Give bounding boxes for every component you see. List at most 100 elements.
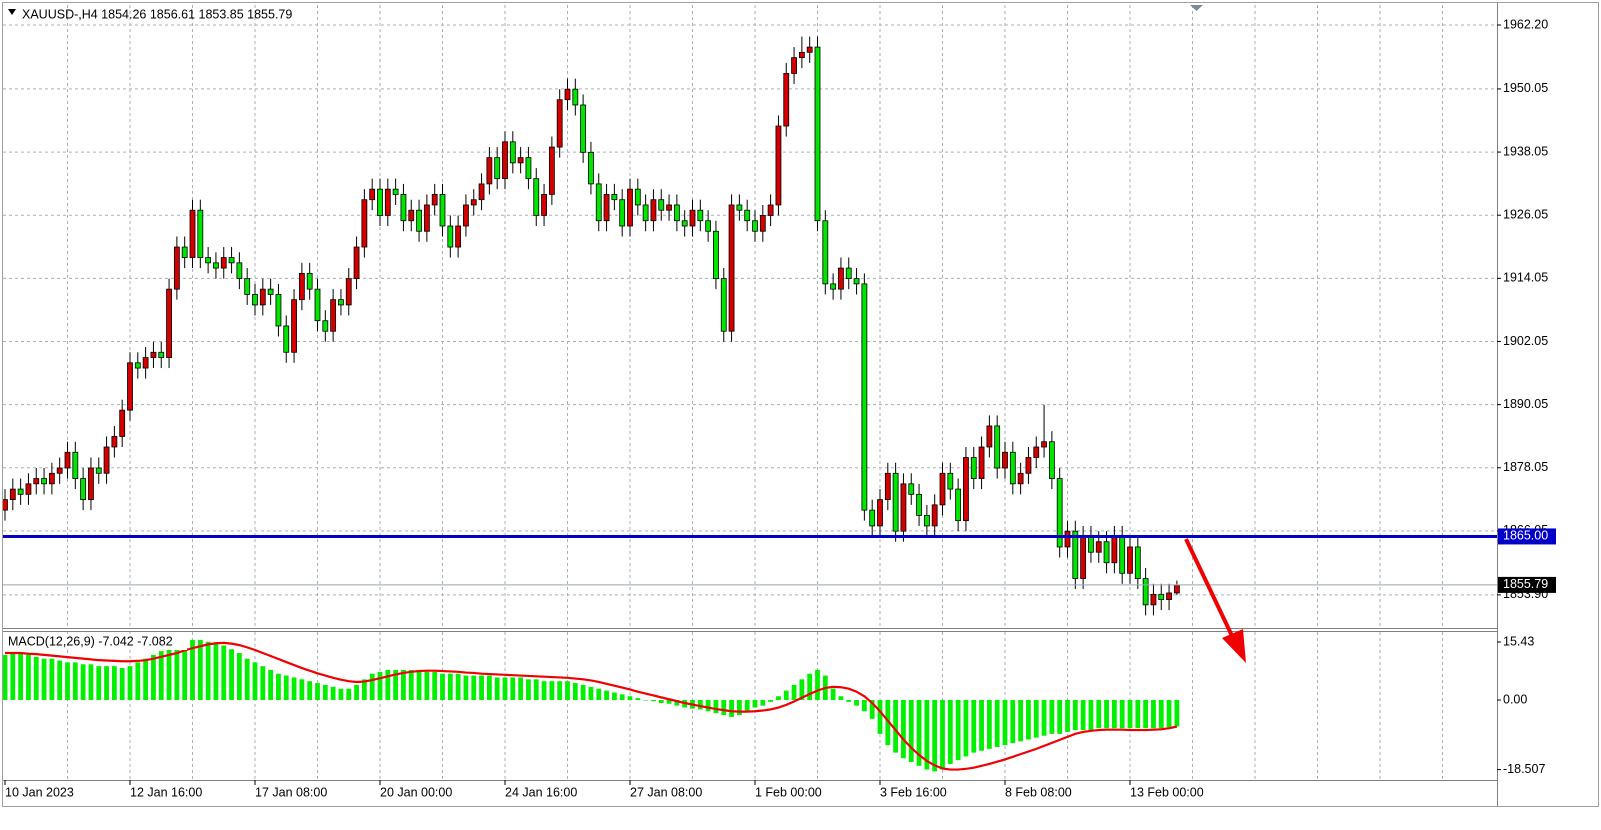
macd-bar [447,673,453,701]
macd-bar [541,681,547,701]
macd-bar [236,653,242,701]
y-tick-label: 1950.05 [1503,81,1548,95]
candle-body [298,272,305,301]
macd-bar [721,700,727,716]
candle-body [228,257,235,264]
y-tick-label: 1878.05 [1503,460,1548,474]
candle-body [970,457,977,479]
candle-body [744,209,751,222]
macd-bar [768,700,774,702]
macd-bar [33,656,39,701]
candle-body [369,188,376,201]
macd-bar [1096,700,1102,729]
candle-body [158,351,165,358]
marks-layer [2,36,1497,772]
candle-body [658,199,665,211]
candle-body [88,467,94,501]
macd-bar [596,688,602,701]
macd-bar [408,669,414,701]
symbol-menu-triangle[interactable] [8,9,16,15]
macd-bar [1088,700,1094,731]
candle-body [939,472,946,506]
candle-body [111,436,118,448]
candle-body [697,209,704,222]
candle-body [814,46,821,222]
candle-body [580,104,587,153]
candle-body [25,483,32,495]
macd-bar [80,664,86,701]
candle-body [713,230,719,280]
macd-bar [854,700,859,706]
macd-bar [924,700,930,770]
candle-body [353,246,360,280]
macd-bar [838,696,844,701]
macd-bar [877,700,883,734]
shift-marker[interactable] [1190,5,1203,11]
candle-body [892,472,899,532]
macd-bar [752,700,758,708]
macd-title-bg [5,634,187,650]
candle-body [642,204,649,222]
candle-body [408,209,415,222]
macd-bar [127,666,133,701]
macd-bar [627,696,633,701]
macd-bar [276,673,281,701]
candle-body [181,246,188,258]
macd-bar [283,675,289,701]
macd-bar [72,662,78,701]
macd-bar [1057,700,1063,734]
candle-body [502,141,508,180]
candle-body [291,299,297,353]
candle-body [1009,451,1016,485]
macd-bar [1072,700,1078,731]
candle-body [1080,536,1087,579]
candle-body [869,509,876,527]
macd-bar [1174,700,1180,727]
macd-bar [111,666,117,701]
candle-body [236,262,243,280]
macd-bar [869,700,875,719]
x-tick-label: 1 Feb 00:00 [755,785,822,799]
candle-body [1127,546,1133,574]
macd-bar [861,700,867,712]
macd-bar [18,653,24,701]
candle-body [611,194,618,201]
macd-bar [736,700,742,716]
candle-body [752,220,758,232]
macd-bar [666,700,672,704]
macd-bar [322,684,328,701]
macd-bar [760,700,766,706]
candle-body [627,188,633,227]
macd-bar [1026,700,1031,740]
macd-bar [1119,700,1125,729]
candle-body [1150,593,1157,606]
macd-bar [2,654,8,701]
candle-body [1017,472,1024,485]
macd-bar [10,653,16,701]
macd-title: MACD(12,26,9) -7.042 -7.082 [8,634,173,648]
macd-bar [807,673,813,701]
candle-body [759,215,766,232]
candle-body [1056,478,1063,548]
candle-body [478,183,485,201]
forecast-arrow [1184,538,1246,663]
macd-bar [299,679,305,701]
macd-bar [494,677,500,701]
candle-body [705,220,712,232]
candle-body [822,220,829,285]
candle-body [1111,536,1118,564]
candle-body [986,425,993,448]
candle-body [720,278,727,332]
signal-line [5,641,1178,771]
candle-body [767,204,774,216]
candle-body [556,99,563,148]
macd-bar [354,684,359,701]
macd-bar [393,669,399,701]
candle-body [142,357,149,369]
candle-body [884,472,891,501]
macd-bar [1104,700,1109,729]
candle-body [345,278,352,306]
candle-body [455,225,462,248]
macd-bar [151,654,156,701]
y-tick-label: 1890.05 [1503,397,1548,411]
